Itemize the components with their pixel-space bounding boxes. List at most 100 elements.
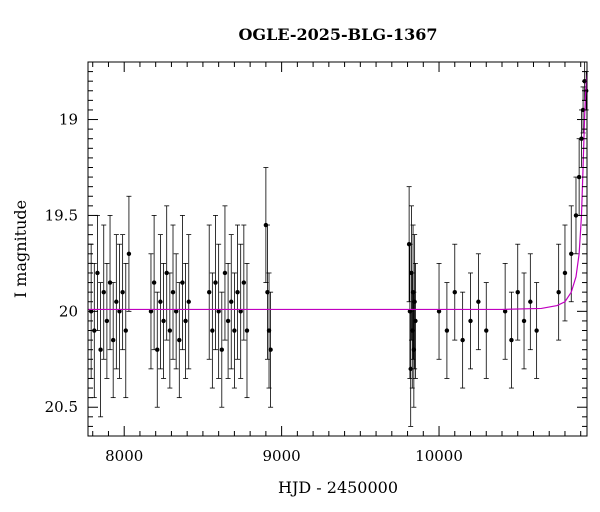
marker (126, 251, 132, 256)
data-point (238, 243, 244, 379)
data-point (173, 253, 179, 370)
marker (148, 309, 154, 314)
data-point (161, 262, 167, 379)
marker (460, 337, 465, 343)
data-point (154, 291, 160, 408)
marker (101, 289, 106, 295)
data-point (573, 176, 579, 255)
data-point (460, 291, 466, 389)
marker (515, 289, 520, 295)
marker (229, 299, 234, 304)
data-point (228, 234, 234, 370)
marker (502, 309, 508, 314)
data-point (219, 291, 225, 408)
data-point (164, 205, 170, 341)
data-point (157, 234, 163, 370)
data-point (412, 262, 418, 379)
marker (104, 318, 110, 324)
data-point (568, 205, 574, 303)
x-tick-label: 8000 (105, 447, 143, 465)
marker (210, 328, 215, 333)
y-tick-label: 19 (59, 111, 78, 129)
data-point (151, 215, 157, 351)
marker (183, 318, 188, 324)
marker (180, 280, 185, 285)
data-point (483, 282, 489, 379)
chart-title: OGLE-2025-BLG-1367 (238, 25, 437, 44)
y-tick-label: 20 (59, 302, 78, 320)
data-point (235, 224, 241, 360)
marker (167, 328, 173, 333)
data-point (148, 253, 154, 370)
marker (222, 270, 228, 276)
marker (576, 174, 582, 180)
data-point (176, 282, 182, 399)
data-point (209, 272, 215, 389)
data-point (444, 282, 450, 379)
marker (534, 328, 539, 333)
data-point (436, 262, 442, 360)
data-point (241, 224, 247, 341)
plot-frame (87, 61, 588, 437)
data-point (167, 272, 173, 389)
y-tick-label: 20.5 (45, 398, 78, 416)
marker (107, 280, 113, 285)
marker (161, 318, 166, 324)
marker (173, 309, 179, 314)
data-point (268, 291, 274, 408)
data-point (170, 224, 176, 360)
marker (452, 289, 457, 295)
marker (436, 309, 442, 314)
marker (413, 318, 418, 324)
data-point (468, 272, 474, 370)
data-point (206, 224, 212, 360)
marker (573, 213, 579, 218)
marker (244, 328, 250, 333)
data-point (502, 262, 508, 360)
marker (110, 337, 116, 343)
data-point (527, 253, 533, 351)
data-point (475, 253, 481, 351)
data-point (213, 215, 219, 351)
marker (92, 328, 97, 333)
data-point (113, 234, 119, 370)
marker (120, 289, 125, 295)
marker (238, 309, 243, 314)
marker (158, 299, 163, 304)
data-point (126, 195, 132, 312)
data-point (452, 243, 458, 341)
marker (123, 328, 128, 333)
marker (151, 280, 157, 285)
marker (528, 299, 533, 304)
data-point (91, 262, 97, 399)
data-point (98, 282, 104, 418)
x-tick-label: 9000 (263, 447, 301, 465)
marker (95, 270, 100, 276)
data-point (120, 234, 126, 351)
marker (556, 289, 561, 295)
data-point (94, 215, 100, 331)
data-point (244, 262, 250, 399)
data-point (231, 272, 237, 389)
marker (444, 328, 450, 333)
marker (412, 299, 417, 304)
data-point (110, 282, 116, 399)
data-point (521, 272, 527, 370)
x-tick-label: 10000 (415, 447, 463, 465)
data-point (225, 262, 231, 379)
data-point (107, 215, 113, 351)
data-point (104, 262, 110, 379)
marker (186, 299, 191, 304)
marker (579, 136, 584, 141)
data-point (515, 243, 521, 341)
data-point (101, 224, 107, 360)
marker (235, 289, 240, 295)
data-point (216, 243, 222, 379)
data-point (179, 215, 185, 351)
marker (408, 366, 413, 372)
marker (213, 280, 218, 285)
axis-ticks: 8000 9000 10000 19 19.5 20 20.5 (45, 61, 587, 465)
marker (117, 309, 122, 314)
marker (265, 289, 270, 295)
marker (268, 347, 273, 352)
